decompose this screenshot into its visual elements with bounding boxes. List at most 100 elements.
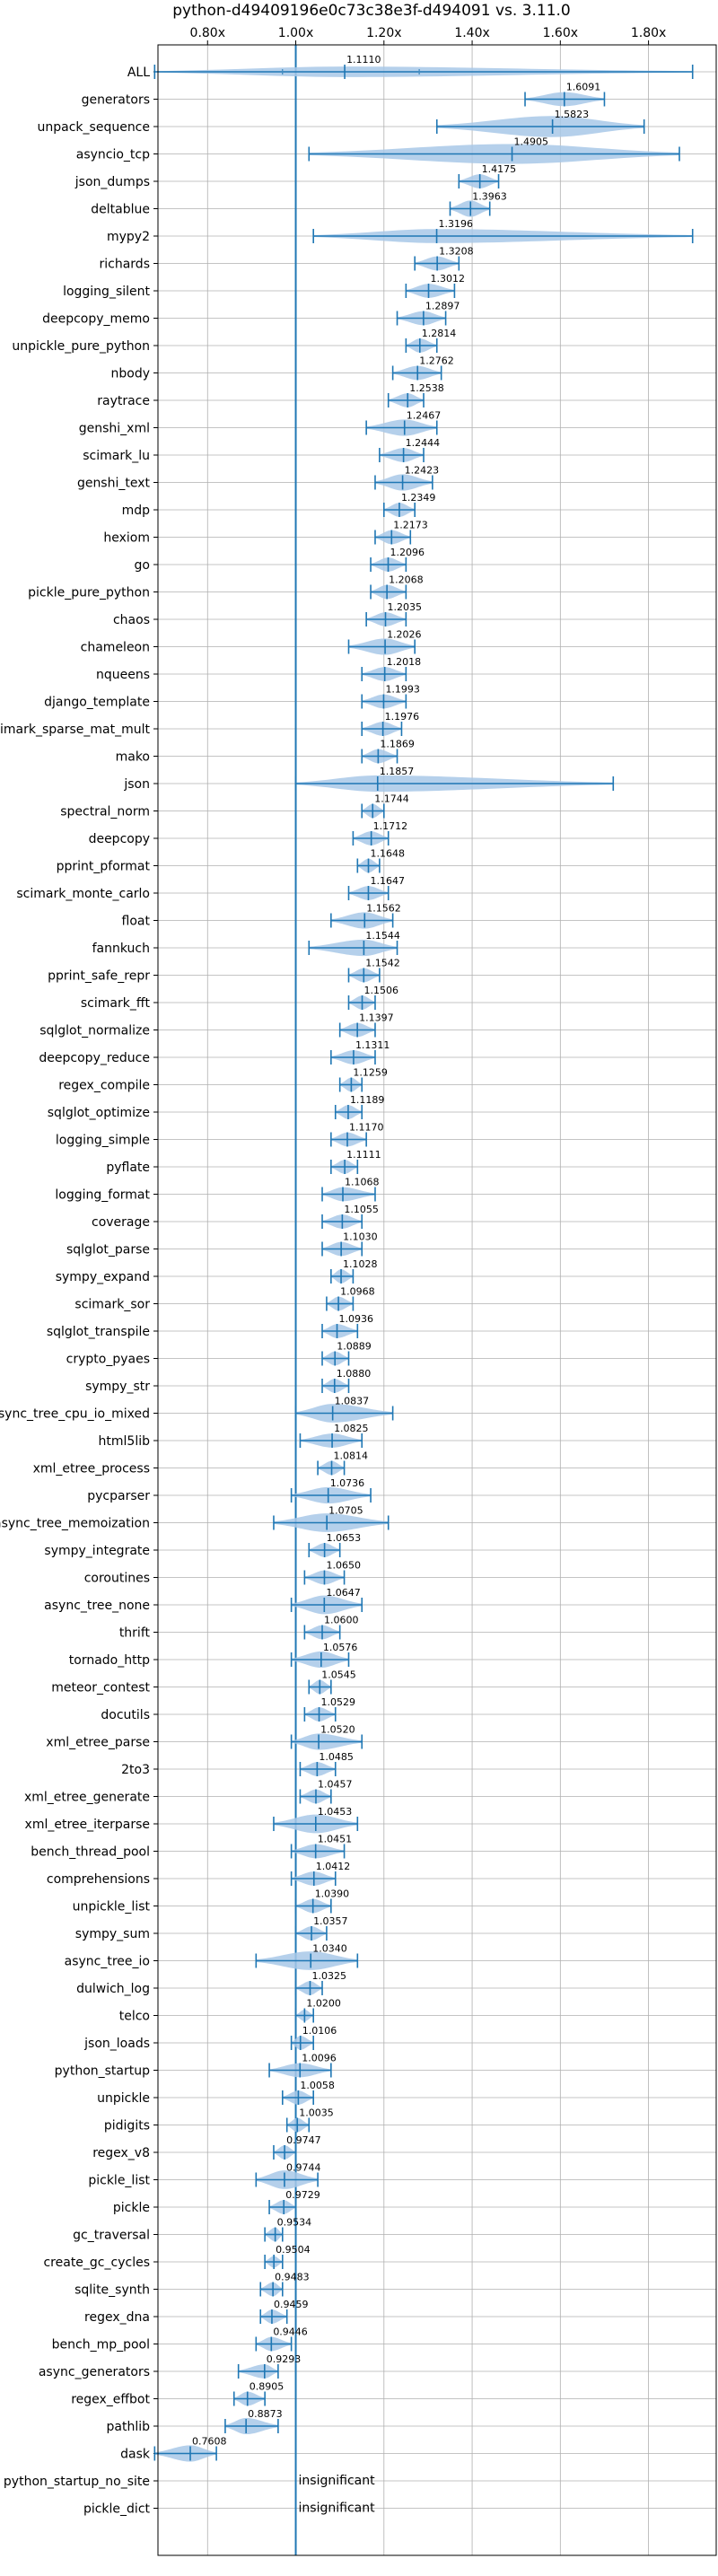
benchmark-label: regex_v8 (92, 2146, 150, 2160)
x-tick-label: 1.60x (543, 26, 578, 40)
value-label: 1.0390 (315, 1888, 350, 1900)
value-label: 1.1311 (355, 1039, 390, 1051)
insignificant-label: insignificant (299, 2502, 376, 2516)
benchmark-label: logging_silent (63, 285, 150, 299)
value-label: 1.0600 (324, 1615, 359, 1626)
value-label: 1.1189 (350, 1094, 385, 1106)
benchmark-label: scimark_fft (81, 996, 151, 1011)
benchmark-label: async_tree_none (44, 1599, 150, 1613)
value-label: 1.0096 (302, 2053, 337, 2064)
value-label: 1.1648 (371, 848, 406, 860)
value-label: 1.1068 (345, 1177, 380, 1188)
benchmark-label: go (135, 558, 150, 573)
label-layer: 0.80x 1.00x 1.20x 1.40x 1.60x 1.80x ALL generat… (0, 26, 666, 2517)
benchmark-label: async_generators (39, 2365, 150, 2379)
x-tick-label: 1.00x (278, 26, 313, 40)
value-label: 1.4905 (514, 136, 549, 148)
value-label: 1.0412 (316, 1861, 351, 1872)
x-tick-label: 0.80x (190, 26, 225, 40)
value-label: 1.1857 (380, 766, 415, 777)
value-label: 1.2018 (387, 656, 422, 668)
value-label: 1.1869 (380, 739, 415, 750)
benchmark-label: deepcopy_reduce (39, 1051, 150, 1065)
benchmark-label: mako (116, 750, 150, 765)
value-label: 1.0520 (320, 1724, 355, 1736)
value-label: 1.0647 (326, 1587, 361, 1599)
plot-frame (157, 44, 717, 2556)
benchmark-label: regex_dna (84, 2310, 150, 2325)
benchmark-label: coverage (92, 1215, 150, 1230)
benchmark-label: scimark_lu (83, 449, 150, 463)
benchmark-label: chameleon (81, 641, 150, 655)
value-label: 1.3208 (439, 246, 474, 258)
benchmark-label: async_tree_io (65, 1955, 150, 1969)
benchmark-label: pathlib (107, 2420, 151, 2434)
value-label: 1.0340 (312, 1943, 347, 1955)
benchmark-label: spectral_norm (60, 805, 150, 819)
value-label: 1.0485 (319, 1751, 354, 1763)
benchmark-label: html5lib (99, 1434, 151, 1449)
value-label: 1.1170 (349, 1122, 384, 1134)
benchmark-label: deepcopy (89, 832, 150, 846)
benchmark-label: xml_etree_process (33, 1462, 150, 1476)
value-label: 0.9534 (277, 2217, 312, 2229)
value-label: 1.0736 (330, 1477, 365, 1489)
benchmark-label: asyncio_tcp (76, 148, 150, 162)
benchmark-label: coroutines (84, 1572, 150, 1586)
value-label: 1.2467 (407, 410, 442, 422)
benchmark-label: pycparser (87, 1489, 150, 1503)
benchmark-label: deepcopy_memo (42, 312, 150, 327)
value-label: 1.0106 (302, 2025, 337, 2037)
value-label: 0.7608 (192, 2436, 227, 2448)
value-label: 1.1744 (374, 793, 409, 805)
benchmark-label: richards (100, 258, 151, 272)
benchmark-label: genshi_xml (79, 422, 150, 436)
benchmark-label: json_loads (83, 2037, 150, 2051)
benchmark-label: nbody (111, 367, 151, 381)
value-label: 1.1028 (343, 1258, 378, 1270)
benchmark-label: raytrace (97, 394, 150, 408)
benchmark-label: float (122, 915, 151, 929)
value-label: 1.0936 (339, 1313, 374, 1325)
value-label: 1.3196 (439, 218, 474, 230)
value-label: 0.8873 (248, 2408, 283, 2420)
value-label: 0.8905 (250, 2381, 285, 2393)
value-label: 1.0200 (306, 1998, 341, 2010)
benchmark-label: pickle_dict (83, 2502, 151, 2517)
value-label: 1.1562 (366, 903, 401, 915)
benchmark-label: sympy_expand (56, 1270, 150, 1284)
value-label: 1.2897 (425, 301, 460, 312)
benchmark-label: pickle_pure_python (28, 586, 150, 600)
benchmark-label: sympy_str (85, 1380, 150, 1394)
benchmark-label: async_tree_memoization (0, 1517, 150, 1531)
value-label: 1.0451 (318, 1834, 353, 1845)
benchmark-label: ALL (127, 66, 150, 80)
value-label: 1.1544 (365, 930, 400, 942)
x-tick-label: 1.40x (454, 26, 489, 40)
value-label: 1.1055 (344, 1204, 379, 1215)
value-label: 1.2444 (406, 437, 441, 449)
value-label: 0.9459 (274, 2299, 309, 2310)
violin-layer (153, 45, 694, 2555)
benchmark-label: pickle (113, 2201, 150, 2215)
value-label: 1.1111 (346, 1149, 381, 1161)
benchmark-label: dask (120, 2448, 151, 2462)
value-label: 1.2068 (389, 574, 424, 586)
benchmark-label: pprint_pformat (57, 860, 151, 874)
value-label: 1.0529 (321, 1696, 356, 1708)
value-label: 0.9747 (286, 2134, 321, 2146)
benchmark-label: regex_effbot (71, 2393, 150, 2407)
value-label: 1.0650 (326, 1560, 361, 1572)
value-label: 1.1259 (353, 1067, 388, 1079)
benchmark-label: scimark_monte_carlo (16, 887, 150, 901)
value-label: 1.1030 (343, 1231, 378, 1243)
benchmark-label: crypto_pyaes (66, 1353, 150, 1367)
value-label: 1.2762 (419, 355, 454, 367)
value-label: 1.1506 (364, 985, 399, 996)
benchmark-label: unpickle (97, 2091, 150, 2106)
benchmark-label: sqlglot_normalize (39, 1024, 150, 1038)
benchmark-label: sqlglot_optimize (48, 1106, 150, 1120)
value-label: 1.0653 (327, 1532, 362, 1544)
value-label: 1.3012 (431, 273, 466, 285)
value-label: 1.0325 (312, 1970, 347, 1982)
